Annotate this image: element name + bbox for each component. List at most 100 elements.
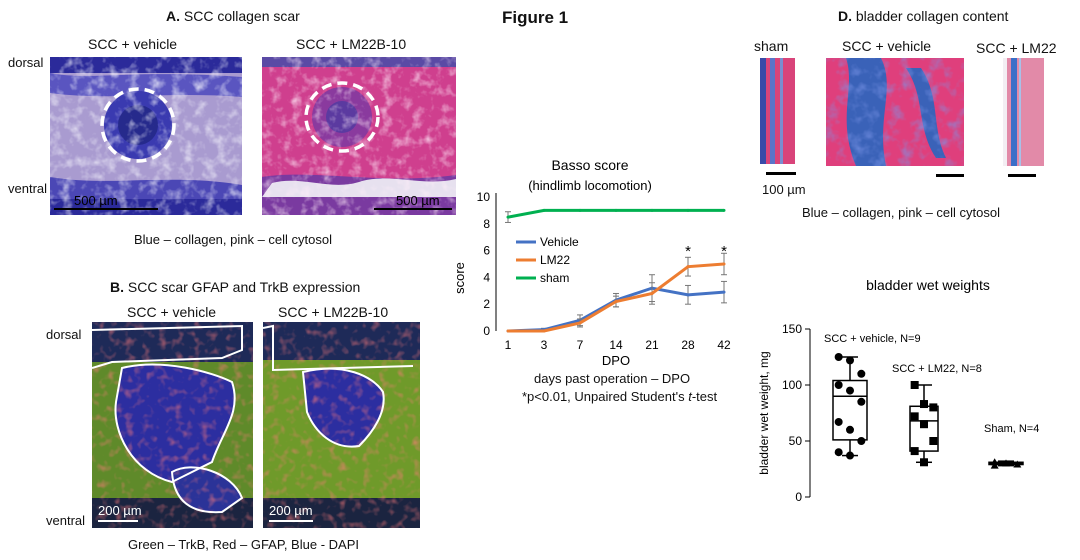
panel-c-caption-line1: days past operation – DPO (534, 371, 691, 386)
data-point-vehicle (686, 293, 690, 297)
panel-c-caption-italic: t (688, 389, 692, 404)
group-label: SCC + LM22, N=8 (892, 363, 982, 375)
data-point-circle (857, 437, 866, 445)
data-point-triangle (990, 461, 999, 469)
group-label: SCC + vehicle, N=9 (824, 333, 921, 345)
data-point-square (910, 412, 919, 421)
data-point-square (929, 403, 938, 412)
panel-c-caption-suffix: -test (691, 389, 718, 404)
panel-b-dorsal-label: dorsal (46, 327, 82, 342)
panel-c-caption-prefix: *p<0.01, Unpaired Student's (522, 389, 689, 404)
chart-title: Basso score (551, 157, 628, 173)
panel-d-title: D. bladder collagen content (838, 8, 1008, 24)
y-tick-label: 0 (795, 490, 802, 504)
data-point-lm22 (722, 262, 726, 266)
data-point-lm22 (650, 291, 654, 295)
figure-title: Figure 1 (502, 8, 569, 27)
bladder-weight-chart: bladder wet weights 0 50 100 150 bladder wet … (757, 277, 1039, 504)
data-point-lm22 (506, 329, 510, 333)
data-point-circle (834, 448, 843, 457)
data-point-sham (686, 208, 690, 212)
y-tick-label: 150 (782, 322, 802, 336)
x-axis-label: DPO (602, 353, 630, 368)
panel-d-vehicle-micrograph (826, 58, 964, 166)
panel-d-caption: Blue – collagen, pink – cell cytosol (802, 205, 1001, 220)
x-tick-label: 42 (717, 338, 731, 352)
panel-b-label-lm22: SCC + LM22B-10 (278, 304, 389, 320)
y-axis-label: bladder wet weight, mg (757, 351, 771, 474)
data-point-circle (846, 425, 854, 434)
data-point-sham (722, 208, 726, 212)
y-tick-label: 6 (483, 244, 490, 258)
panel-d-scale-label: 100 µm (762, 182, 806, 197)
panel-d-scale-bar-lm22 (1008, 174, 1036, 177)
panel-d-label-vehicle: SCC + vehicle (842, 38, 932, 54)
data-point-sham (578, 208, 582, 212)
panel-b-letter: B. (110, 279, 124, 295)
legend-label-lm22: LM22 (540, 253, 570, 267)
data-point-square (920, 458, 928, 467)
y-tick-label: 0 (483, 324, 490, 338)
y-tick-label: 100 (782, 378, 802, 392)
data-point-sham (650, 208, 654, 212)
panel-b-ventral-label: ventral (46, 513, 86, 528)
data-point-triangle (1013, 460, 1022, 468)
x-tick-label: 28 (681, 338, 695, 352)
panel-d-lm22-micrograph (1003, 58, 1044, 166)
panel-b-vehicle-micrograph: 200 µm (92, 322, 253, 528)
legend-label-vehicle: Vehicle (540, 235, 579, 249)
panel-a-title: A. SCC collagen scar (166, 8, 300, 24)
data-point-square (910, 381, 919, 389)
panel-a-ventral-label: ventral (8, 181, 48, 196)
panel-d-sham-micrograph (760, 58, 795, 164)
x-tick-label: 1 (505, 338, 512, 352)
data-point-square (920, 400, 928, 409)
y-tick-label: 4 (483, 270, 490, 284)
data-point-lm22 (542, 329, 546, 333)
panel-e-chart: bladder wet weights 0 50 100 150 bladder wet … (740, 270, 1076, 510)
basso-score-chart: Basso score (hindlimb locomotion) 0 2 4 6 8 10 1… (452, 157, 731, 368)
panel-a-letter: A. (166, 8, 180, 24)
data-point-square (910, 447, 919, 456)
x-tick-label: 14 (609, 338, 623, 352)
y-tick-label: 8 (483, 217, 490, 231)
y-tick-label: 50 (789, 434, 803, 448)
chart-subtitle: (hindlimb locomotion) (528, 178, 652, 193)
panel-b-lm22-scale-label: 200 µm (269, 503, 313, 518)
x-tick-label: 3 (541, 338, 548, 352)
panel-d-scale-bar-vehicle (936, 174, 964, 177)
significance-marker: * (721, 243, 727, 260)
panel-d-label-lm22: SCC + LM22 (976, 40, 1057, 56)
panel-b-lm22-micrograph: 200 µm (263, 322, 420, 528)
legend-label-sham: sham (540, 271, 569, 285)
panel-b-title-text: SCC scar GFAP and TrkB expression (127, 279, 361, 295)
y-axis-label: score (452, 262, 467, 294)
x-tick-label: 21 (645, 338, 659, 352)
panel-a-caption: Blue – collagen, pink – cell cytosol (134, 232, 333, 247)
panel-d-letter: D. (838, 8, 852, 24)
data-point-sham (542, 208, 546, 212)
data-point-circle (857, 397, 866, 406)
data-point-circle (846, 386, 854, 395)
y-tick-label: 2 (483, 297, 490, 311)
data-point-square (920, 420, 928, 429)
data-point-lm22 (614, 300, 618, 304)
y-tick-label: 10 (477, 190, 491, 204)
panel-d-scale-bar-sham (766, 172, 796, 175)
panel-b-title: B. SCC scar GFAP and TrkB expression (110, 279, 360, 295)
panel-c-caption-line2: *p<0.01, Unpaired Student's t-test (522, 389, 717, 404)
panel-a-label-vehicle: SCC + vehicle (88, 36, 178, 52)
data-point-lm22 (578, 321, 582, 325)
panel-a-vehicle-micrograph: 500 µm (50, 57, 242, 215)
data-point-circle (857, 369, 866, 378)
data-point-circle (834, 417, 843, 426)
panel-b-caption: Green – TrkB, Red – GFAP, Blue - DAPI (128, 537, 359, 552)
panel-d-label-sham: sham (754, 38, 789, 54)
data-point-circle (834, 353, 843, 361)
panel-d-title-text: bladder collagen content (855, 8, 1009, 24)
panel-a-title-text: SCC collagen scar (183, 8, 300, 24)
data-point-sham (614, 208, 618, 212)
panel-a-lm22-micrograph: 500 µm (262, 57, 456, 215)
panel-a-vehicle-scale-label: 500 µm (74, 193, 118, 208)
panel-b-label-vehicle: SCC + vehicle (127, 304, 217, 320)
